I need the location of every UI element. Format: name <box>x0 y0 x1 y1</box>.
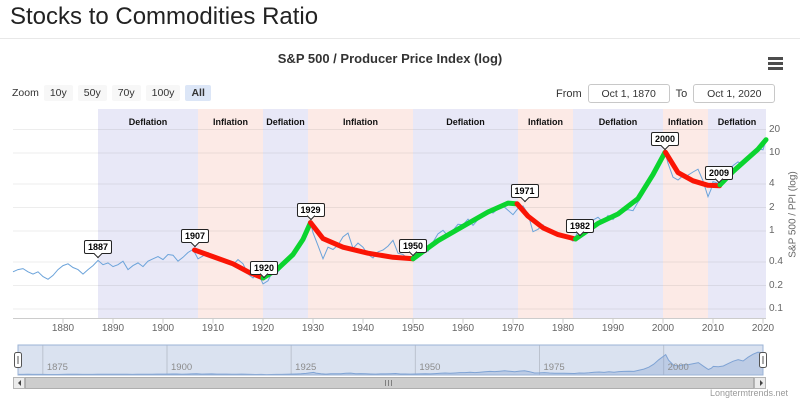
navigator-axis-label: 2000 <box>667 362 689 373</box>
hamburger-icon <box>768 57 783 60</box>
context-menu-button[interactable] <box>768 57 786 72</box>
x-axis-label: 1950 <box>401 323 425 334</box>
zoom-button-70y[interactable]: 70y <box>111 85 141 101</box>
trend-segment-up <box>573 149 668 242</box>
to-label: To <box>675 87 688 100</box>
navigator-area <box>18 345 763 375</box>
navigator-line <box>18 345 764 376</box>
from-label: From <box>556 87 582 100</box>
scrollbar-right-arrow-icon[interactable] <box>754 377 766 389</box>
zoom-button-100y[interactable]: 100y <box>145 85 181 101</box>
from-date-input[interactable] <box>587 84 670 103</box>
x-axis-label: 2010 <box>701 323 725 334</box>
annotation-flag: 1982 <box>565 218 595 233</box>
annotation-flag: 1950 <box>398 238 428 253</box>
annotation-flag: 1887 <box>83 240 113 255</box>
band-label-inflation: Inflation <box>528 117 563 127</box>
x-axis-label: 1960 <box>451 323 475 334</box>
band-inflation <box>198 109 263 318</box>
zoom-buttons: 10y 50y 70y 100y All <box>43 85 211 101</box>
y-axis-label: 10 <box>769 147 781 158</box>
x-axis-label: 1990 <box>601 323 625 334</box>
divider <box>0 38 800 39</box>
navigator-axis-label: 1875 <box>46 362 68 373</box>
y-axis-title: S&P 500 / PPI (log) <box>787 171 799 258</box>
zoom-button-all[interactable]: All <box>185 85 211 101</box>
hamburger-icon <box>768 62 783 65</box>
band-label-inflation: Inflation <box>343 117 378 127</box>
annotation-flag: 1971 <box>510 184 539 199</box>
x-axis-label: 1890 <box>101 323 125 334</box>
watermark: Longtermtrends.net <box>709 388 788 398</box>
navigator-axis-label: 1975 <box>543 362 565 373</box>
trend-segment-down <box>663 149 722 189</box>
navigator-axis-label: 1925 <box>295 362 317 373</box>
trend-segment-down <box>514 201 578 242</box>
x-axis-label: 2020 <box>751 323 775 334</box>
x-axis-label: 1970 <box>501 323 525 334</box>
chart-title: S&P 500 / Producer Price Index (log) <box>277 51 503 66</box>
scrollbar-grip-icon <box>385 380 392 386</box>
page-title: Stocks to Commodities Ratio <box>10 3 319 30</box>
to-date-input[interactable] <box>693 84 776 103</box>
x-axis-label: 1930 <box>301 323 325 334</box>
navigator-axis-label: 1950 <box>419 362 441 373</box>
band-deflation <box>98 109 198 318</box>
zoom-button-50y[interactable]: 50y <box>77 85 107 101</box>
navigator-axis-label: 1900 <box>171 362 193 373</box>
x-axis-label: 1920 <box>251 323 275 334</box>
y-axis-label: 2 <box>769 201 775 213</box>
x-axis-label: 1910 <box>201 323 225 334</box>
band-label-deflation: Deflation <box>598 117 638 127</box>
annotation-flag: 2009 <box>704 165 734 180</box>
y-axis-label: 1 <box>769 225 775 236</box>
band-label-inflation: Inflation <box>213 117 248 127</box>
band-inflation <box>308 109 413 318</box>
band-label-deflation: Deflation <box>266 117 305 127</box>
band-deflation <box>708 109 766 318</box>
band-deflation <box>413 109 518 318</box>
zoom-label: Zoom <box>12 87 39 99</box>
scrollbar-left-arrow-icon[interactable] <box>13 377 25 389</box>
annotation-flag: 1920 <box>249 260 279 275</box>
annotation-flag: 1929 <box>296 202 325 217</box>
date-range-controls: From To <box>556 84 776 103</box>
band-label-deflation: Deflation <box>717 117 757 127</box>
range-selector: Zoom 10y 50y 70y 100y All <box>12 85 211 101</box>
band-label-deflation: Deflation <box>446 117 485 127</box>
x-axis-label: 1940 <box>351 323 375 334</box>
y-axis-label: 0.1 <box>769 303 783 314</box>
hamburger-icon <box>768 67 783 70</box>
annotation-flag: 1907 <box>180 229 210 244</box>
trend-segment-up <box>410 200 518 262</box>
y-axis-label: 0.4 <box>769 256 783 268</box>
y-axis-label: 0.2 <box>769 279 783 291</box>
band-label-deflation: Deflation <box>128 117 168 127</box>
trend-segment-down <box>308 220 416 262</box>
x-axis-label: 1980 <box>551 323 575 334</box>
annotation-flag: 2000 <box>650 132 680 147</box>
x-axis-label: 2000 <box>651 323 675 334</box>
x-axis-label: 1900 <box>151 323 175 334</box>
x-axis-label: 1880 <box>51 323 75 334</box>
y-axis-label: 20 <box>769 123 781 135</box>
band-label-inflation: Inflation <box>668 117 703 127</box>
zoom-button-10y[interactable]: 10y <box>43 85 73 101</box>
y-axis-label: 4 <box>769 178 775 190</box>
